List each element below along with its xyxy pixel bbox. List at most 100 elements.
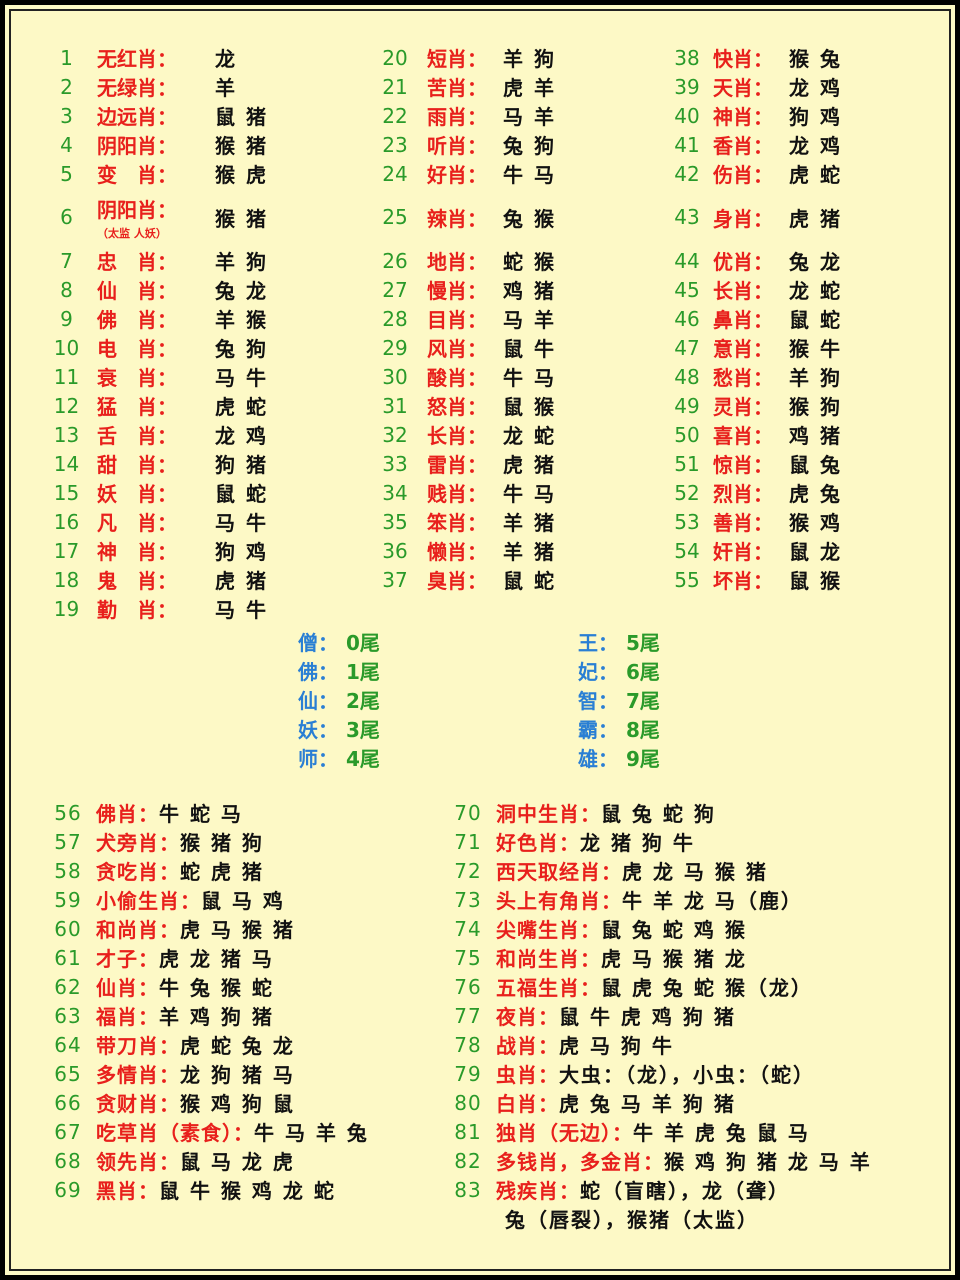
item-label-text: 地肖： — [427, 250, 487, 274]
item-label-text: 笨肖： — [427, 511, 487, 535]
list-item: 8 仙 肖： 兔 龙 — [0, 275, 268, 304]
item-number: 70 — [454, 800, 482, 825]
item-number: 47 — [674, 335, 700, 360]
item-value: 羊 狗 — [503, 47, 556, 71]
item-number: 9 — [60, 306, 73, 331]
list-item: 52 烈肖： 虎 兔 — [672, 478, 842, 507]
bottom-column-1: 56 佛肖：牛 蛇 马 57 犬旁肖：猴 猪 狗 58 贪吃肖：蛇 虎 猪 59 小偷生肖：鼠… — [50, 798, 369, 1204]
tail-key: 佛： — [298, 660, 338, 684]
list-item: 68 领先肖：鼠 马 龙 虎 — [50, 1146, 369, 1175]
item-number: 66 — [54, 1090, 82, 1115]
item-number: 15 — [53, 480, 80, 505]
item-value: 狗 猪 — [215, 453, 268, 477]
item-value: 虎 兔 — [789, 482, 842, 506]
item-label: 领先肖： — [96, 1150, 180, 1174]
item-label-text: 佛 肖： — [97, 308, 177, 332]
list-item: 32 长肖： 龙 蛇 — [380, 420, 556, 449]
item-label-text: 雷肖： — [427, 453, 487, 477]
list-item: 12 猛 肖： 虎 蛇 — [0, 391, 268, 420]
item-label: 仙 肖： — [97, 275, 215, 304]
item-label-text: 衰 肖： — [97, 366, 177, 390]
item-number: 41 — [674, 132, 700, 157]
list-item: 56 佛肖：牛 蛇 马 — [50, 798, 369, 827]
item-value: 虎 蛇 — [215, 395, 268, 419]
item-value: 马 羊 — [503, 105, 556, 129]
list-item: 43 身肖： 虎 猪 — [672, 188, 842, 246]
item-label: 甜 肖： — [97, 449, 215, 478]
item-number: 25 — [382, 205, 408, 229]
item-value: 鼠 猴 — [789, 569, 842, 593]
item-value: 龙 鸡 — [789, 134, 842, 158]
item-label-text: 忠 肖： — [97, 250, 177, 274]
item-value: 猴 鸡 狗 猪 龙 马 羊 — [664, 1150, 872, 1174]
item-label-text: 善肖： — [713, 511, 773, 535]
list-item: 31 怒肖： 鼠 猴 — [380, 391, 556, 420]
item-label-text: 坏肖： — [713, 569, 773, 593]
item-label-text: 妖 肖： — [97, 482, 177, 506]
list-item: 45 长肖： 龙 蛇 — [672, 275, 842, 304]
item-label: 五福生肖： — [496, 976, 601, 1000]
tail-value: 6尾 — [626, 660, 660, 684]
item-number: 67 — [54, 1119, 82, 1144]
list-item: 66 贪财肖：猴 鸡 狗 鼠 — [50, 1088, 369, 1117]
item-label: 猛 肖： — [97, 391, 215, 420]
item-label-text: 猛 肖： — [97, 395, 177, 419]
item-number: 20 — [382, 45, 408, 70]
item-label: 仙肖： — [96, 976, 159, 1000]
item-label: 凡 肖： — [97, 507, 215, 536]
tail-key: 雄： — [578, 747, 618, 771]
tail-value: 2尾 — [346, 689, 380, 713]
list-item: 28 目肖： 马 羊 — [380, 304, 556, 333]
item-value: 龙 蛇 — [503, 424, 556, 448]
item-number: 4 — [60, 132, 73, 157]
list-item: 29 风肖： 鼠 牛 — [380, 333, 556, 362]
item-label: 才子： — [96, 947, 159, 971]
item-value: 兔 狗 — [503, 134, 556, 158]
item-label: 优肖： — [713, 246, 789, 275]
list-item: 77 夜肖：鼠 牛 虎 鸡 狗 猪 — [450, 1001, 872, 1030]
item-value: 鼠 虎 兔 蛇 猴（龙） — [601, 976, 813, 1000]
item-label: 佛肖： — [96, 802, 159, 826]
item-value: 羊 狗 — [789, 366, 842, 390]
item-label: 衰 肖： — [97, 362, 215, 391]
item-value: 蛇（盲瞎），龙（聋） — [580, 1179, 790, 1203]
item-label: 独肖（无边）： — [496, 1121, 633, 1145]
tail-list-left: 僧： 0尾 佛： 1尾 仙： 2尾 妖： 3尾 师： 4尾 — [298, 627, 380, 772]
item-number: 10 — [53, 335, 80, 360]
list-item: 42 伤肖： 虎 蛇 — [672, 159, 842, 188]
list-item: 58 贪吃肖：蛇 虎 猪 — [50, 856, 369, 885]
item-value: 蛇 虎 猪 — [180, 860, 264, 884]
top-column-2: 20 短肖： 羊 狗 21 苦肖： 虎 羊 22 雨肖： 马 羊 23 听肖： 兔 狗 24 好肖： 牛 马… — [380, 43, 556, 594]
item-number: 7 — [60, 248, 73, 273]
tail-item: 妃： 6尾 — [578, 656, 660, 685]
item-number: 18 — [53, 567, 80, 592]
item-value: 猴 猪 狗 — [180, 831, 264, 855]
list-item: 1 无红肖： 龙 — [0, 43, 268, 72]
item-label: 阴阳肖： — [97, 130, 215, 159]
item-number: 23 — [382, 132, 408, 157]
item-label: 贪财肖： — [96, 1092, 180, 1116]
list-item: 81 独肖（无边）：牛 羊 虎 兔 鼠 马 — [450, 1117, 872, 1146]
item-label: 夜肖： — [496, 1005, 559, 1029]
item-value: 鼠 蛇 — [789, 308, 842, 332]
item-label-text: 喜肖： — [713, 424, 773, 448]
item-label: 坏肖： — [713, 565, 789, 594]
item-label: 懒肖： — [427, 536, 503, 565]
item-label: 带刀肖： — [96, 1034, 180, 1058]
item-label: 酸肖： — [427, 362, 503, 391]
item-label-text: 无绿肖： — [97, 76, 177, 100]
top-column-1: 1 无红肖： 龙 2 无绿肖： 羊 3 边远肖： 鼠 猪 4 阴阳肖： 猴 猪 5 变 肖： 猴 虎 6 阴阳肖… — [0, 43, 268, 623]
item-label-text: 神肖： — [713, 105, 773, 129]
list-item: 23 听肖： 兔 狗 — [380, 130, 556, 159]
item-number: 22 — [382, 103, 408, 128]
item-number: 45 — [674, 277, 700, 302]
item-label: 勤 肖： — [97, 594, 215, 623]
item-number: 2 — [60, 74, 73, 99]
list-item: 51 惊肖： 鼠 兔 — [672, 449, 842, 478]
tail-item: 王： 5尾 — [578, 627, 660, 656]
item-number: 59 — [54, 887, 82, 912]
item-number: 49 — [674, 393, 700, 418]
item-value: 鼠 马 鸡 — [201, 889, 285, 913]
item-label-text: 愁肖： — [713, 366, 773, 390]
item-label: 鼻肖： — [713, 304, 789, 333]
